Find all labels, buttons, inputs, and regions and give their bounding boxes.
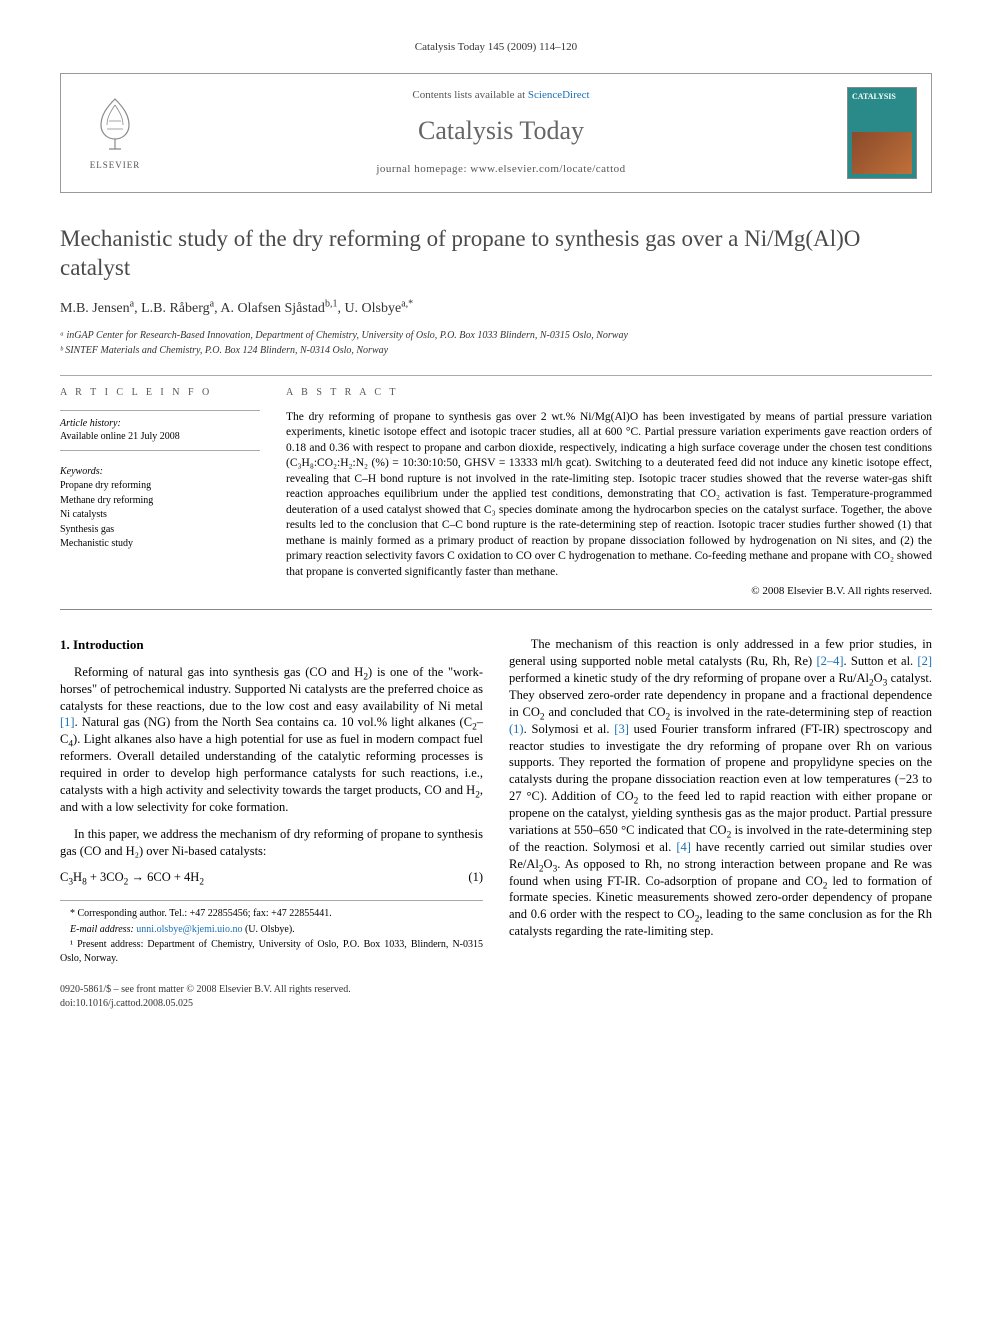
- keywords-block: Keywords: Propane dry reforming Methane …: [60, 465, 260, 551]
- journal-center: Contents lists available at ScienceDirec…: [155, 88, 847, 177]
- keyword: Methane dry reforming: [60, 494, 260, 508]
- ref-link[interactable]: [2–4]: [816, 654, 843, 668]
- article-history-block: Article history: Available online 21 Jul…: [60, 410, 260, 451]
- keyword: Mechanistic study: [60, 537, 260, 551]
- abstract-heading: A B S T R A C T: [286, 386, 932, 400]
- journal-masthead: ELSEVIER Contents lists available at Sci…: [60, 73, 932, 193]
- history-text: Available online 21 July 2008: [60, 430, 260, 444]
- affiliation-a: ᵃ inGAP Center for Research-Based Innova…: [60, 329, 932, 343]
- email-line: E-mail address: unni.olsbye@kjemi.uio.no…: [60, 923, 483, 937]
- keywords-label: Keywords:: [60, 465, 260, 479]
- keyword: Synthesis gas: [60, 523, 260, 537]
- article-title: Mechanistic study of the dry reforming o…: [60, 225, 932, 283]
- cover-image: [852, 132, 912, 174]
- journal-cover-thumbnail: CATALYSIS: [847, 87, 917, 179]
- email-label: E-mail address:: [70, 924, 134, 935]
- keyword: Propane dry reforming: [60, 479, 260, 493]
- cover-label: CATALYSIS: [852, 92, 896, 103]
- footer-doi-line: doi:10.1016/j.cattod.2008.05.025: [60, 997, 932, 1011]
- email-link[interactable]: unni.olsbye@kjemi.uio.no: [136, 924, 242, 935]
- equation-1: C3H8 + 3CO2 → 6CO + 4H2 (1): [60, 869, 483, 886]
- article-info-column: A R T I C L E I N F O Article history: A…: [60, 386, 260, 599]
- ref-link[interactable]: [3]: [614, 722, 629, 736]
- contents-lists-line: Contents lists available at ScienceDirec…: [155, 88, 847, 103]
- abstract-text: The dry reforming of propane to synthesi…: [286, 410, 932, 581]
- contents-prefix: Contents lists available at: [412, 89, 527, 101]
- corresponding-author-note: * Corresponding author. Tel.: +47 228554…: [60, 907, 483, 921]
- journal-homepage: journal homepage: www.elsevier.com/locat…: [155, 162, 847, 177]
- ref-link[interactable]: [4]: [676, 840, 691, 854]
- abstract-column: A B S T R A C T The dry reforming of pro…: [286, 386, 932, 599]
- ref-link[interactable]: [1]: [60, 715, 75, 729]
- info-abstract-row: A R T I C L E I N F O Article history: A…: [60, 386, 932, 599]
- section-heading-introduction: 1. Introduction: [60, 636, 483, 654]
- elsevier-tree-icon: [87, 95, 143, 151]
- present-address-note: ¹ Present address: Department of Chemist…: [60, 938, 483, 965]
- email-name: (U. Olsbye).: [245, 924, 295, 935]
- running-header: Catalysis Today 145 (2009) 114–120: [60, 40, 932, 55]
- footer-copyright-line: 0920-5861/$ – see front matter © 2008 El…: [60, 983, 932, 997]
- sciencedirect-link[interactable]: ScienceDirect: [528, 89, 590, 101]
- homepage-prefix: journal homepage:: [376, 163, 470, 175]
- history-label: Article history:: [60, 417, 260, 431]
- divider: [60, 375, 932, 376]
- page-footer: 0920-5861/$ – see front matter © 2008 El…: [60, 983, 932, 1010]
- footnotes: * Corresponding author. Tel.: +47 228554…: [60, 900, 483, 965]
- homepage-url[interactable]: www.elsevier.com/locate/cattod: [470, 163, 625, 175]
- elsevier-label: ELSEVIER: [75, 159, 155, 171]
- affiliation-b: ᵇ SINTEF Materials and Chemistry, P.O. B…: [60, 344, 932, 358]
- elsevier-logo: ELSEVIER: [75, 95, 155, 172]
- ref-link[interactable]: (1): [509, 722, 524, 736]
- keyword: Ni catalysts: [60, 508, 260, 522]
- journal-name: Catalysis Today: [155, 113, 847, 148]
- ref-link[interactable]: [2]: [917, 654, 932, 668]
- body-paragraph: The mechanism of this reaction is only a…: [509, 636, 932, 940]
- body-two-column: 1. Introduction Reforming of natural gas…: [60, 636, 932, 965]
- equation-lhs: C3H8 + 3CO2 → 6CO + 4H2: [60, 869, 204, 886]
- body-paragraph: Reforming of natural gas into synthesis …: [60, 664, 483, 816]
- article-info-heading: A R T I C L E I N F O: [60, 386, 260, 400]
- abstract-copyright: © 2008 Elsevier B.V. All rights reserved…: [286, 584, 932, 599]
- equation-number: (1): [468, 869, 483, 886]
- body-paragraph: In this paper, we address the mechanism …: [60, 826, 483, 860]
- divider: [60, 609, 932, 610]
- affiliations: ᵃ inGAP Center for Research-Based Innova…: [60, 329, 932, 357]
- author-list: M.B. Jensena, L.B. Råberga, A. Olafsen S…: [60, 300, 932, 319]
